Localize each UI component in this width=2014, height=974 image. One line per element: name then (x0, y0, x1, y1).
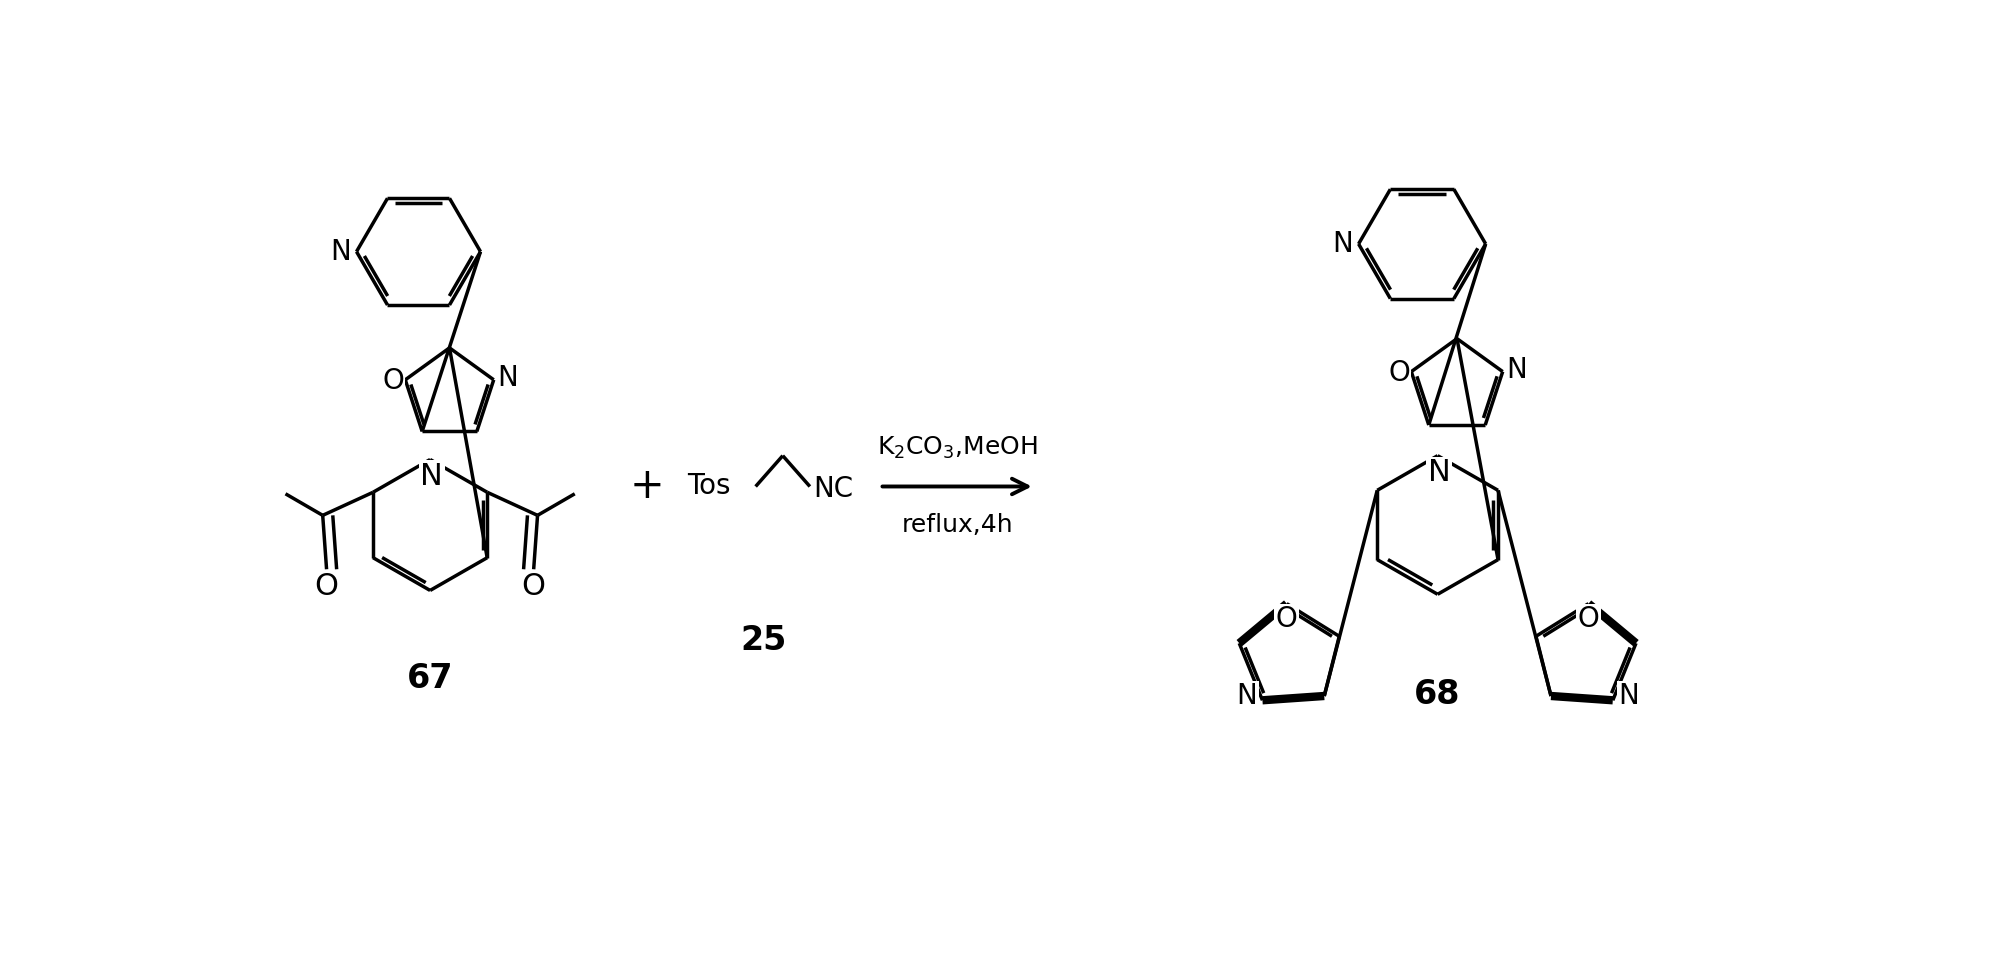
Text: reflux,4h: reflux,4h (900, 513, 1013, 537)
Text: N: N (1237, 683, 1257, 710)
Text: 67: 67 (407, 662, 453, 695)
Text: N: N (330, 238, 350, 266)
Text: O: O (1388, 359, 1410, 388)
Text: Tos: Tos (687, 472, 731, 501)
Text: NC: NC (814, 474, 852, 503)
Text: K$_2$CO$_3$,MeOH: K$_2$CO$_3$,MeOH (876, 434, 1037, 461)
Text: O: O (1577, 605, 1599, 633)
Text: O: O (314, 572, 338, 601)
Text: N: N (1331, 230, 1353, 258)
Text: N: N (497, 364, 518, 393)
Text: N: N (421, 462, 443, 491)
Text: N: N (1506, 356, 1527, 384)
Text: N: N (1617, 683, 1637, 710)
Text: O: O (383, 367, 403, 395)
Text: N: N (1428, 458, 1450, 487)
Text: O: O (522, 572, 546, 601)
Text: 68: 68 (1414, 678, 1460, 711)
Text: +: + (630, 466, 665, 507)
Text: O: O (1275, 605, 1297, 633)
Text: 25: 25 (739, 624, 785, 657)
